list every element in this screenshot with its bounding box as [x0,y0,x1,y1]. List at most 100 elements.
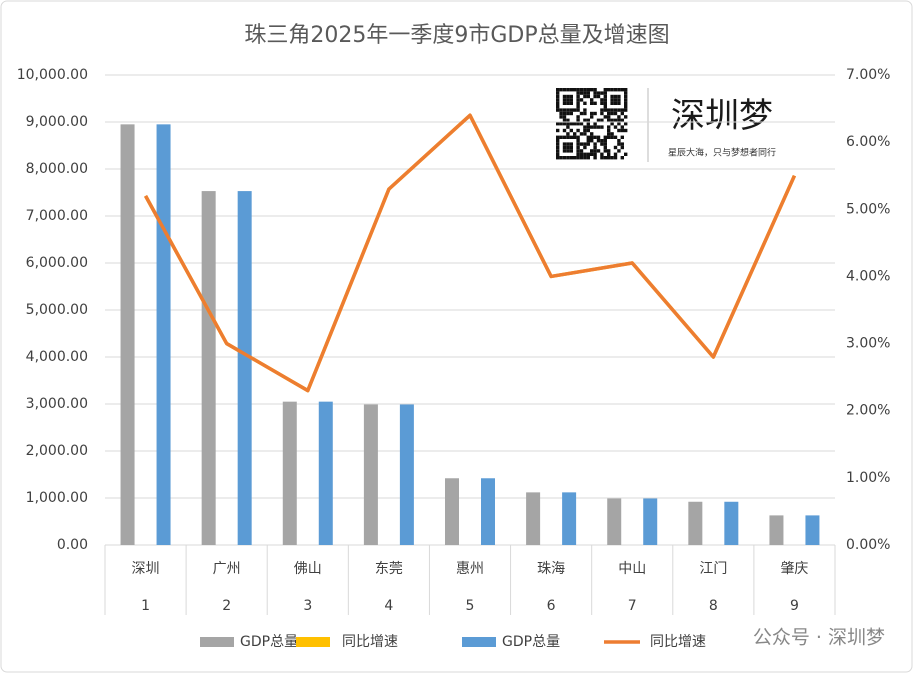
bar [724,501,739,545]
qr-cell [566,94,570,99]
qr-cell [610,118,614,122]
qr-cell [607,149,611,153]
qr-cell [556,152,560,156]
qr-cell [559,156,563,160]
qr-cell [624,115,628,119]
qr-cell [610,108,614,112]
qr-cell [559,108,563,112]
qr-cell [600,118,604,122]
qr-cell [596,94,601,99]
qr-cell [613,125,618,129]
qr-cell [600,152,604,156]
qr-cell [569,149,573,153]
qr-cell [613,98,618,102]
qr-cell [556,139,560,143]
qr-cell [617,115,621,119]
qr-cell [586,135,590,139]
qr-cell [617,101,621,105]
qr-cell [607,111,611,116]
qr-cell [617,149,621,153]
qr-cell [603,139,607,143]
qr-cell [556,128,560,133]
qr-cell [596,125,601,129]
qr-cell [603,115,607,119]
qr-cell [620,88,624,92]
qr-cell [624,105,628,109]
bar [481,478,495,545]
qr-cell [556,98,560,102]
qr-cell [600,111,604,116]
qr-cell [566,149,570,153]
qr-cell [586,142,590,146]
qr-cell [569,98,573,102]
bar [562,492,577,545]
qr-cell [590,149,594,153]
qr-cell [566,111,570,116]
qr-cell [607,128,611,133]
y-tick-label: 7,000.00 [26,208,88,224]
qr-cell [610,88,614,92]
x-tick-number: 5 [466,598,475,614]
qr-cell [579,156,584,160]
qr-cell [610,111,614,116]
qr-cell [556,94,560,99]
qr-cell [556,88,560,92]
qr-cell [583,142,587,146]
qr-cell [593,122,597,126]
qr-cell [603,135,607,139]
qr-cell [600,108,604,112]
qr-cell [566,132,570,136]
qr-cell [566,98,570,102]
qr-cell [617,108,621,112]
qr-cell [583,108,587,112]
qr-cell [579,149,584,153]
y2-tick-label: 4.00% [846,268,890,284]
y-tick-label: 1,000.00 [26,490,88,506]
qr-cell [610,101,614,105]
qr-cell [583,152,587,156]
qr-cell [613,101,618,105]
x-tick-number: 8 [709,598,718,614]
qr-cell [617,118,621,122]
qr-cell [590,125,594,129]
qr-cell [586,139,590,143]
bar [318,401,333,545]
y-tick-label: 10,000.00 [17,67,88,83]
qr-cell [603,91,607,95]
qr-cell [576,139,580,143]
x-tick-label: 肇庆 [780,561,808,577]
y-tick-label: 4,000.00 [26,349,88,365]
x-tick-label: 江门 [699,561,727,577]
qr-cell [620,135,624,139]
qr-cell [556,101,560,105]
qr-cell [613,145,618,150]
qr-cell [562,145,567,150]
qr-cell [603,108,607,112]
qr-cell [603,156,607,160]
qr-cell [579,152,584,156]
x-tick-number: 3 [303,598,312,614]
qr-cell [583,156,587,160]
qr-cell [620,128,624,133]
qr-cell [566,156,570,160]
qr-cell [593,91,597,95]
qr-cell [579,98,584,102]
qr-cell [620,125,624,129]
qr-cell [562,122,567,126]
qr-cell [620,108,624,112]
qr-cell [562,118,567,122]
qr-cell [600,139,604,143]
chart-title: 珠三角2025年一季度9市GDP总量及增速图 [244,23,669,48]
line [144,113,797,393]
qr-cell [556,142,560,146]
y-tick-label: 0.00 [57,537,88,553]
qr-cell [556,105,560,109]
qr-cell [569,88,573,92]
qr-cell [590,135,594,139]
qr-cell [583,118,587,122]
qr-cell [593,94,597,99]
qr-cell [593,88,597,92]
qr-cell [559,115,563,119]
legend-swatch [462,637,496,647]
